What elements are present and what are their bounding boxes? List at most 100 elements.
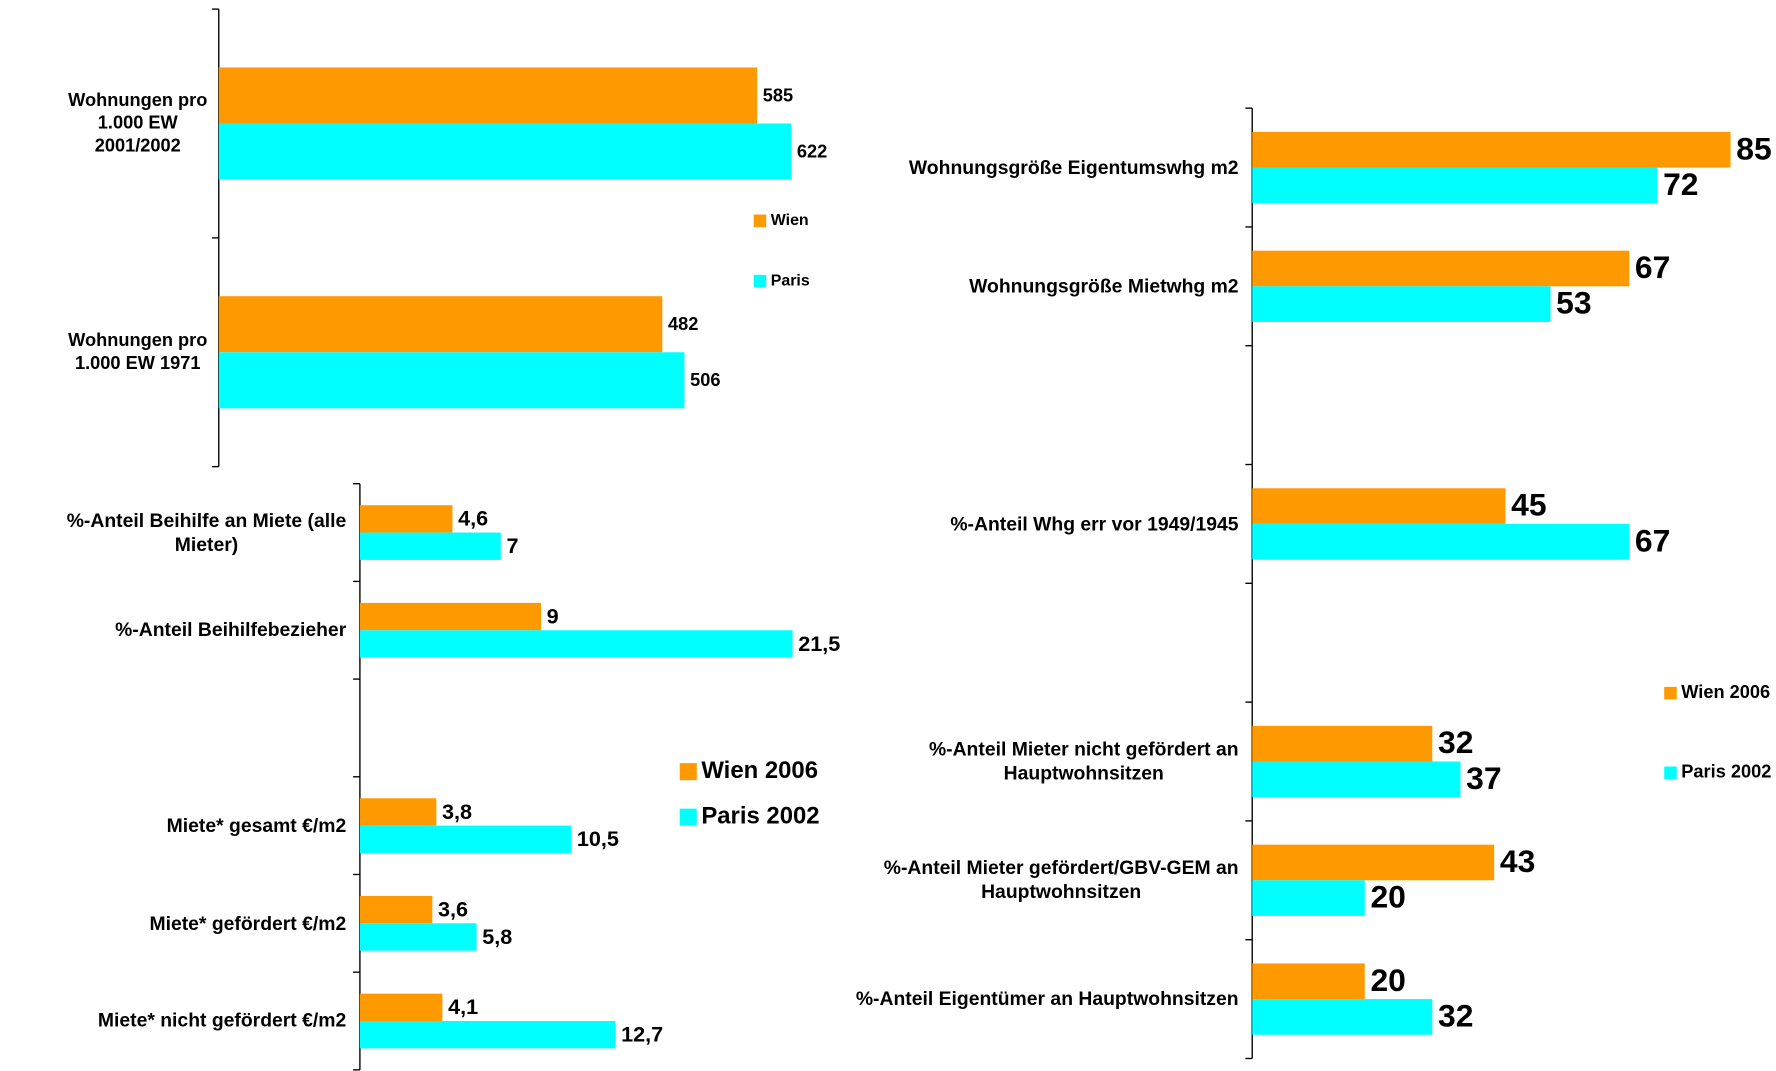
category-label-box: %-Anteil Mieter nicht gefördert an Haupt… — [683, 702, 1239, 821]
bar — [1252, 999, 1433, 1035]
value-label: 506 — [690, 370, 720, 390]
bar — [1252, 131, 1731, 168]
value-label: 20 — [1370, 962, 1405, 998]
value-label: 53 — [1556, 285, 1591, 321]
bar — [1252, 523, 1630, 560]
bar — [218, 67, 758, 124]
category-label-box: Miete* nicht gefördert €/m2 — [0, 972, 346, 1070]
legend-swatch — [679, 808, 697, 826]
category-label-box: Wohnungsgröße Eigentumswhg m2 — [683, 108, 1239, 227]
category-label: %-Anteil Mieter gefördert/GBV-GEM an Hau… — [883, 857, 1239, 904]
category-label-wrap: Wohnungsgröße Mietwhg m2 — [683, 227, 1238, 346]
bar — [218, 123, 792, 180]
category-label-box: Wohnungsgröße Mietwhg m2 — [683, 227, 1238, 346]
category-label-wrap: Miete* gesamt €/m2 — [0, 777, 347, 875]
bar — [359, 532, 501, 560]
value-label: 21,5 — [798, 631, 840, 656]
value-label: 85 — [1736, 130, 1771, 166]
category-label: %-Anteil Eigentümer an Hauptwohnsitzen — [855, 988, 1239, 1010]
category-label-box: %-Anteil Eigentümer an Hauptwohnsitzen — [683, 940, 1239, 1059]
bar — [218, 352, 685, 409]
value-label: 4,6 — [458, 506, 488, 531]
category-label: Miete* gesamt €/m2 — [166, 814, 347, 837]
value-label: 67 — [1635, 249, 1670, 285]
value-label: 10,5 — [577, 826, 619, 851]
value-label: 67 — [1635, 522, 1670, 558]
category-label-box: %-Anteil Beihilfe an Miete (alle Mieter) — [0, 484, 347, 582]
category-label: %-Anteil Whg err vor 1949/1945 — [950, 512, 1239, 535]
category-label-wrap: Miete* gefördert €/m2 — [0, 874, 346, 972]
category-label: Wohnungsgröße Mietwhg m2 — [969, 275, 1239, 297]
bar — [1252, 250, 1630, 287]
legend-label: Paris 2002 — [701, 803, 819, 830]
legend-label: Wien — [771, 212, 809, 229]
bar — [1252, 880, 1365, 916]
bar — [359, 895, 433, 924]
category-label-wrap: %-Anteil Mieter gefördert/GBV-GEM an Hau… — [683, 821, 1239, 940]
category-label-box: %-Anteil Mieter gefördert/GBV-GEM an Hau… — [683, 821, 1239, 940]
legend-swatch — [753, 214, 767, 228]
category-label: %-Anteil Beihilfe an Miete (alle Mieter) — [66, 509, 347, 556]
bar — [359, 1021, 616, 1049]
category-label-wrap: Wohnungsgröße Eigentumswhg m2 — [683, 108, 1239, 227]
category-label-box: %-Anteil Beihilfebezieher — [0, 581, 346, 679]
bar — [218, 296, 663, 353]
category-label: Miete* nicht gefördert €/m2 — [97, 1010, 347, 1032]
category-label: Wohnungen pro 1.000 EW 1971 — [68, 330, 208, 373]
bar — [1252, 488, 1506, 524]
category-label: %-Anteil Beihilfebezieher — [115, 619, 347, 641]
value-label: 9 — [547, 603, 559, 628]
value-label: 32 — [1438, 724, 1473, 760]
bar — [359, 630, 793, 658]
category-label-wrap: Wohnungen pro 1.000 EW 2001/2002 — [0, 9, 207, 238]
category-label-wrap: Miete* nicht gefördert €/m2 — [0, 972, 346, 1070]
value-label: 3,8 — [442, 799, 472, 824]
category-label-box: Miete* gefördert €/m2 — [0, 874, 346, 972]
value-label: 37 — [1466, 760, 1501, 796]
category-label-wrap: %-Anteil Whg err vor 1949/1945 — [683, 465, 1238, 584]
value-label: 3,6 — [438, 897, 468, 922]
legend-label: Wien 2006 — [1681, 682, 1770, 702]
category-label-box: %-Anteil Whg err vor 1949/1945 — [683, 465, 1238, 584]
legend-label: Wien 2006 — [701, 757, 818, 784]
bar — [359, 798, 437, 826]
category-label-wrap: Wohnungen pro 1.000 EW 1971 — [0, 238, 207, 467]
value-label: 20 — [1370, 879, 1405, 915]
value-label: 482 — [668, 314, 698, 334]
category-label-box: Miete* gesamt €/m2 — [0, 777, 347, 875]
legend-swatch — [753, 274, 767, 288]
value-label: 585 — [763, 85, 793, 105]
value-label: 622 — [797, 141, 827, 161]
bar — [1252, 725, 1433, 762]
category-label-box: Wohnungen pro 1.000 EW 2001/2002 — [0, 9, 207, 238]
bar — [1252, 844, 1495, 881]
bar — [1252, 761, 1461, 798]
bar — [359, 602, 542, 631]
category-label-wrap: %-Anteil Mieter nicht gefördert an Haupt… — [683, 702, 1239, 821]
legend-swatch — [1664, 686, 1677, 700]
value-label: 12,7 — [621, 1022, 663, 1047]
bar — [1252, 167, 1658, 204]
value-label: 4,1 — [448, 994, 478, 1019]
category-label-box: Wohnungen pro 1.000 EW 1971 — [0, 238, 207, 467]
value-label: 32 — [1438, 997, 1473, 1033]
value-label: 43 — [1500, 843, 1535, 879]
legend-label: Paris — [771, 272, 810, 289]
category-label-wrap: %-Anteil Beihilfebezieher — [0, 581, 346, 679]
category-label: Wohnungen pro 1.000 EW 2001/2002 — [68, 90, 208, 156]
bar — [359, 923, 477, 951]
category-label: Miete* gefördert €/m2 — [149, 912, 347, 934]
category-label: Wohnungsgröße Eigentumswhg m2 — [908, 156, 1239, 179]
bar — [359, 993, 443, 1022]
value-label: 72 — [1663, 166, 1698, 202]
bar — [359, 825, 572, 853]
bar — [1252, 963, 1365, 1000]
category-label-wrap: %-Anteil Eigentümer an Hauptwohnsitzen — [683, 940, 1239, 1059]
value-label: 45 — [1511, 487, 1546, 523]
value-label: 7 — [506, 533, 518, 558]
legend-swatch — [1664, 766, 1677, 780]
category-label-wrap: %-Anteil Beihilfe an Miete (alle Mieter) — [0, 484, 347, 582]
legend-label: Paris 2002 — [1681, 762, 1771, 782]
value-label: 5,8 — [482, 924, 512, 949]
